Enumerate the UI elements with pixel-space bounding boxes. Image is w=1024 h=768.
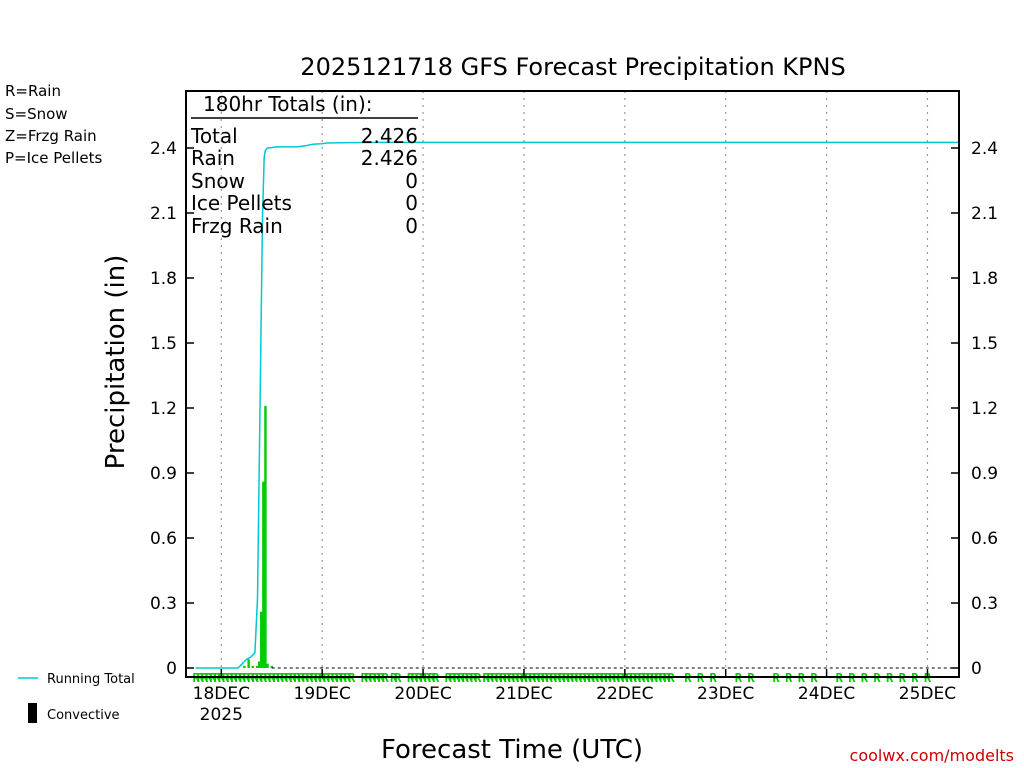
credit-text: coolwx.com/modelts [850, 746, 1014, 765]
y-tick-label-left-8: 2.4 [150, 139, 177, 159]
precip-bar-2 [247, 659, 250, 668]
x-tick-labels: 18DEC 19DEC 20DEC 21DEC 22DEC 23DEC 24DEC 25DEC… [193, 684, 957, 725]
x-year-label: 2025 [200, 705, 243, 725]
legend-ice-pellets: P=Ice Pellets [5, 149, 102, 167]
legend-frzg-rain: Z=Frzg Rain [5, 127, 97, 145]
y-tick-label-right-5: 1.5 [971, 334, 998, 354]
plot-frame [185, 90, 960, 678]
precip-bar-1 [243, 665, 246, 668]
precip-bar-0 [194, 668, 198, 669]
totals-value-rain: 2.426 [361, 146, 418, 170]
totals-label-snow: Snow [191, 169, 245, 193]
y-tick-label-left-7: 2.1 [150, 204, 177, 224]
y-tick-label-left-3: 0.9 [150, 464, 177, 484]
y-tick-label-right-1: 0.3 [971, 594, 998, 614]
totals-value-snow: 0 [405, 169, 418, 193]
legend-snow: S=Snow [5, 105, 68, 123]
y-tick-label-left-2: 0.6 [150, 529, 177, 549]
grid [220, 91, 929, 677]
y-tick-label-right-2: 0.6 [971, 529, 998, 549]
x-tick-label-7: 25DEC [899, 684, 956, 704]
x-tick-label-2: 20DEC [394, 684, 451, 704]
y-tick-label-right-4: 1.2 [971, 399, 998, 419]
running-total [196, 141, 959, 669]
totals-label-frzg-rain: Frzg Rain [191, 214, 283, 238]
y-tick-label-left-4: 1.2 [150, 399, 177, 419]
x-tick-label-1: 19DEC [294, 684, 351, 704]
x-tick-label-0: 18DEC [193, 684, 250, 704]
precip-bar-10 [270, 665, 273, 668]
y-tick-label-right-7: 2.1 [971, 204, 998, 224]
chart-title: 2025121718 GFS Forecast Precipitation KP… [300, 53, 845, 81]
totals-value-ice-pellets: 0 [405, 191, 418, 215]
axis-ticks [186, 147, 959, 677]
totals-value-total: 2.426 [361, 124, 418, 148]
y-tick-label-left-0: 0 [166, 659, 177, 679]
totals-box: 180hr Totals (in): Total 2.426 Rain 2.42… [190, 92, 418, 238]
precip-bar-3 [251, 665, 255, 668]
bottom-legend: Running Total Convective [18, 672, 135, 723]
y-tick-label-right-8: 2.4 [971, 139, 998, 159]
ptype-legend: R=Rain S=Snow Z=Frzg Rain P=Ice Pellets [5, 82, 102, 167]
x-axis-label: Forecast Time (UTC) [381, 735, 643, 765]
convective-swatch [28, 703, 37, 723]
precip-bar-7 [262, 481, 265, 668]
precip-bar-8 [264, 405, 267, 668]
y-tick-label-right-6: 1.8 [971, 269, 998, 289]
running-total-legend-label: Running Total [47, 672, 135, 687]
precip-bar-4 [255, 665, 259, 668]
y-tick-label-right-0: 0 [971, 659, 982, 679]
totals-value-frzg-rain: 0 [405, 214, 418, 238]
y-tick-label-left-1: 0.3 [150, 594, 177, 614]
x-tick-label-5: 23DEC [697, 684, 754, 704]
precip-bar-9 [266, 663, 269, 668]
y-tick-label-left-5: 1.5 [150, 334, 177, 354]
bars [194, 405, 324, 669]
x-tick-label-3: 21DEC [495, 684, 552, 704]
x-tick-label-6: 24DEC [798, 684, 855, 704]
totals-label-total: Total [190, 124, 238, 148]
y-tick-labels-left: 0 0.3 0.6 0.9 1.2 1.5 1.8 2.1 2.4 [150, 139, 177, 679]
totals-label-rain: Rain [191, 146, 235, 170]
y-tick-labels-right: 0 0.3 0.6 0.9 1.2 1.5 1.8 2.1 2.4 [971, 139, 998, 679]
y-tick-label-right-3: 0.9 [971, 464, 998, 484]
y-tick-label-left-6: 1.8 [150, 269, 177, 289]
legend-rain: R=Rain [5, 82, 61, 100]
convective-legend-label: Convective [47, 708, 120, 723]
precip-bar-6 [260, 611, 263, 668]
y-axis-label: Precipitation (in) [101, 255, 131, 470]
precip-bar-5 [257, 661, 261, 668]
running-total-line [196, 141, 959, 669]
totals-label-ice-pellets: Ice Pellets [191, 191, 292, 215]
x-tick-label-4: 22DEC [596, 684, 653, 704]
totals-header: 180hr Totals (in): [203, 92, 373, 116]
